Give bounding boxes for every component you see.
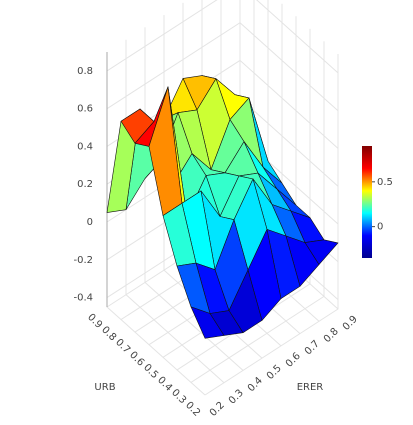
colorbar-tick-label: 0	[377, 222, 383, 233]
z-tick-label: 0.4	[77, 141, 93, 152]
z-tick-label: 0.8	[77, 66, 93, 77]
y-tick-label: 0.4	[155, 375, 174, 394]
colorbar-tick-label: 0.5	[377, 177, 393, 188]
z-tick-label: 0.2	[77, 179, 93, 190]
y-tick-label: 0.6	[127, 350, 146, 369]
y-tick-label: 0.2	[183, 400, 202, 419]
x-tick-label: 0.3	[227, 388, 246, 407]
x-tick-label: 0.7	[303, 338, 322, 357]
x-tick-label: 0.8	[322, 326, 341, 345]
x-tick-label: 0.4	[246, 375, 265, 394]
y-tick-label: 0.7	[113, 337, 132, 356]
y-axis-title: URB	[94, 382, 115, 393]
grid-line	[176, 28, 311, 371]
x-tick-label: 0.9	[341, 314, 360, 333]
y-tick-label: 0.9	[85, 312, 104, 331]
y-tick-label: 0.3	[169, 387, 188, 406]
grid-line	[204, 54, 339, 396]
x-tick-label: 0.2	[208, 400, 227, 419]
z-tick-label: 0.6	[77, 104, 93, 115]
grid-line	[106, 0, 339, 74]
y-tick-label: 0.8	[99, 324, 118, 343]
grid-line	[190, 41, 325, 383]
z-tick-label: 0	[87, 217, 93, 228]
y-tick-label: 0.5	[141, 362, 160, 381]
x-tick-label: 0.5	[265, 363, 284, 382]
surface-patch	[190, 306, 225, 339]
x-tick-label: 0.6	[284, 351, 303, 370]
z-tick-label: -0.4	[73, 293, 93, 304]
z-tick-label: -0.2	[73, 255, 93, 266]
colorbar	[362, 146, 372, 258]
x-axis-title: ERER	[297, 382, 324, 393]
